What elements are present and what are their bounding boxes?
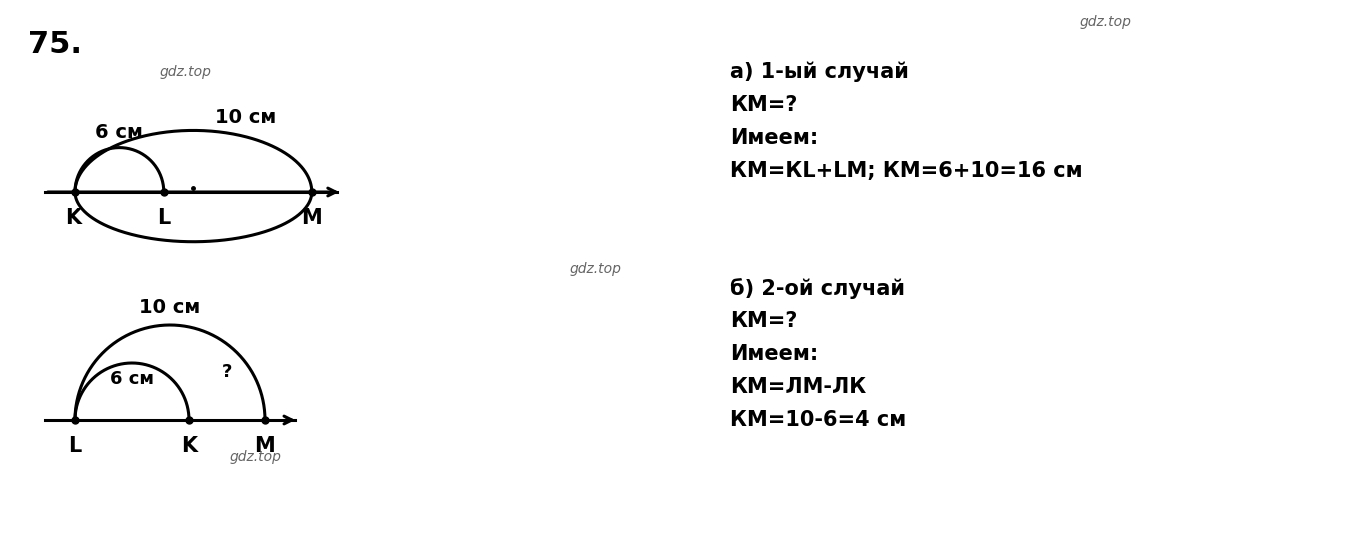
Text: Имеем:: Имеем: [729,128,818,148]
Text: КМ=?: КМ=? [729,311,798,331]
Text: 6 см: 6 см [110,370,154,388]
Text: Имеем:: Имеем: [729,344,818,364]
Text: КМ=?: КМ=? [729,95,798,115]
Text: M: M [255,436,275,456]
Text: gdz.top: gdz.top [159,65,211,79]
Text: L: L [157,208,170,228]
Text: 6 см: 6 см [95,123,143,142]
Text: gdz.top: gdz.top [229,450,280,464]
Text: L: L [68,436,82,456]
Text: gdz.top: gdz.top [569,262,621,276]
Text: КМ=КL+LМ; КМ=6+10=16 см: КМ=КL+LМ; КМ=6+10=16 см [729,161,1082,181]
Text: 75.: 75. [29,30,82,59]
Text: K: K [181,436,197,456]
Text: КМ=10-6=4 см: КМ=10-6=4 см [729,410,906,430]
Text: K: K [65,208,82,228]
Text: 10 см: 10 см [139,298,200,317]
Text: КМ=ЛМ-ЛК: КМ=ЛМ-ЛК [729,377,866,397]
Text: 10 см: 10 см [215,108,276,127]
Text: gdz.top: gdz.top [1079,15,1131,29]
Text: б) 2-ой случай: б) 2-ой случай [729,278,905,299]
Text: M: M [301,208,323,228]
Text: ?: ? [222,363,233,381]
Text: а) 1-ый случай: а) 1-ый случай [729,62,909,83]
